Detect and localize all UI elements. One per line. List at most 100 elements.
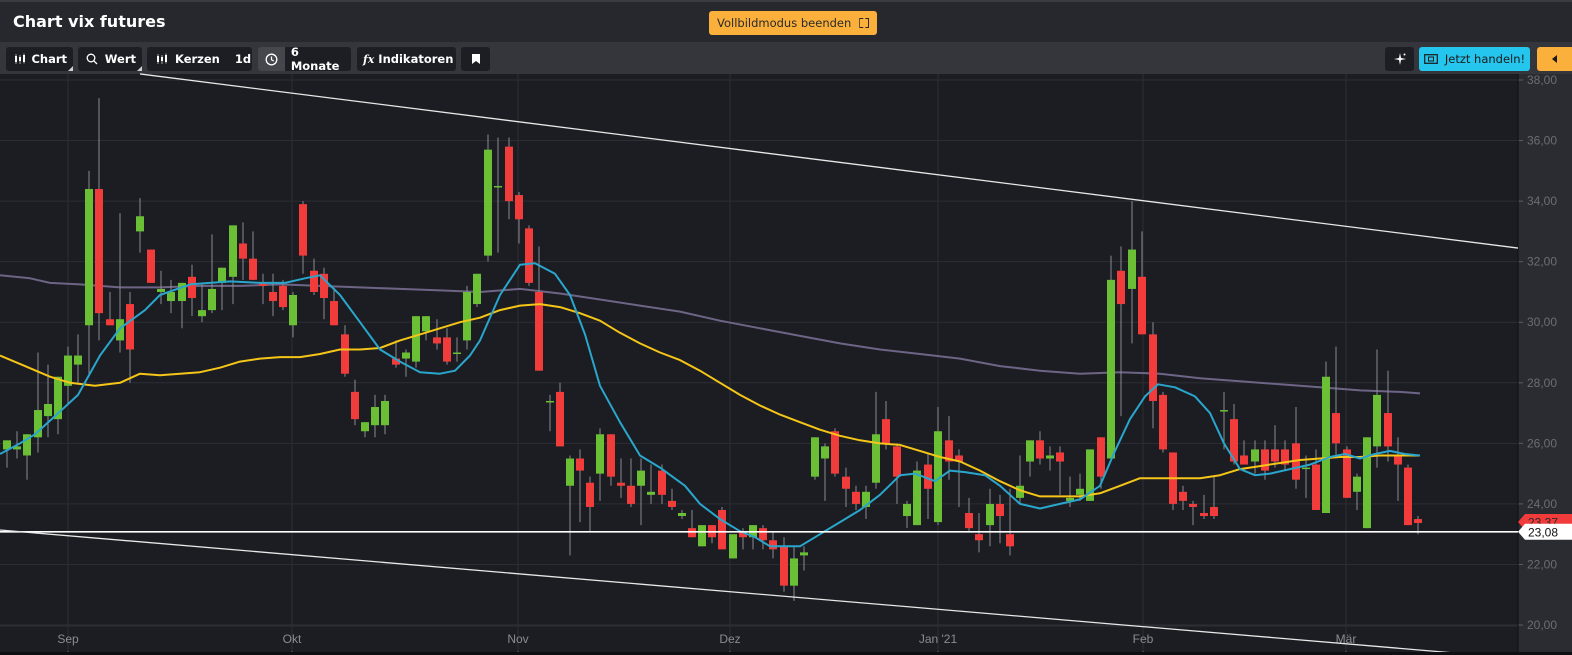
candle-body[interactable] [1384,413,1392,447]
candle-body[interactable] [269,291,277,302]
trendline[interactable] [139,73,1519,249]
candle-body[interactable] [1343,449,1351,498]
candle-body[interactable] [975,534,983,541]
candle-body[interactable] [739,531,747,538]
trendline[interactable] [0,529,1518,655]
candle-body[interactable] [759,528,767,541]
candle-body[interactable] [1036,440,1044,459]
candle-body[interactable] [1220,410,1228,412]
candle-body[interactable] [279,285,287,308]
candle-body[interactable] [586,482,594,507]
candle-body[interactable] [1302,467,1310,470]
candle-body[interactable] [852,491,860,504]
candle-body[interactable] [729,534,737,559]
candle-body[interactable] [188,276,196,299]
candle-body[interactable] [381,400,389,426]
candle-body[interactable] [1179,491,1187,501]
candle-body[interactable] [627,485,635,504]
candle-body[interactable] [341,334,349,374]
candle-body[interactable] [249,258,257,280]
candle-body[interactable] [596,434,604,474]
candle-body[interactable] [1353,476,1361,492]
candle-body[interactable] [1189,503,1197,507]
candle-body[interactable] [903,503,911,517]
candle-body[interactable] [1006,534,1014,547]
candle-body[interactable] [218,267,226,283]
candle-body[interactable] [1240,455,1248,465]
candle-body[interactable] [34,410,42,438]
candle-body[interactable] [1086,449,1094,501]
candle-body[interactable] [1373,394,1381,447]
candle-body[interactable] [668,500,676,507]
candle-body[interactable] [1026,440,1034,462]
candle-body[interactable] [1066,497,1074,501]
candle-body[interactable] [934,431,942,523]
candle-body[interactable] [688,528,696,538]
value-search-button[interactable]: Wert [78,47,142,71]
candle-body[interactable] [1332,413,1340,444]
candle-body[interactable] [443,337,451,362]
candle-body[interactable] [1097,437,1105,477]
candle-body[interactable] [872,434,880,483]
candle-body[interactable] [1312,464,1320,510]
candle-body[interactable] [924,464,932,489]
candle-body[interactable] [1149,334,1157,401]
candle-body[interactable] [473,273,481,305]
candle-body[interactable] [749,525,757,538]
candle-body[interactable] [546,400,554,403]
candle-body[interactable] [800,552,808,556]
candle-body[interactable] [1138,276,1146,335]
candle-body[interactable] [157,288,165,292]
candle-body[interactable] [1107,279,1115,459]
candle-body[interactable] [23,434,31,456]
candle-body[interactable] [647,491,655,495]
candle-body[interactable] [842,476,850,489]
candle-body[interactable] [64,355,72,386]
candle-body[interactable] [505,146,513,202]
candle-body[interactable] [515,195,523,220]
candles-button[interactable]: Kerzen [147,47,226,71]
candle-body[interactable] [1363,437,1371,529]
candle-body[interactable] [698,525,706,547]
candle-body[interactable] [1117,270,1125,305]
time-range-button[interactable]: 6 Monate [258,45,351,73]
candle-body[interactable] [637,470,645,486]
candle-body[interactable] [1128,249,1136,289]
candle-body[interactable] [769,540,777,550]
candle-body[interactable] [893,446,901,477]
candle-body[interactable] [535,291,543,371]
candle-body[interactable] [239,243,247,259]
exit-fullscreen-button[interactable]: Vollbildmodus beenden [709,11,878,35]
candle-body[interactable] [229,225,237,277]
candle-body[interactable] [463,291,471,341]
candle-body[interactable] [95,189,103,314]
candle-body[interactable] [1046,455,1054,459]
candle-body[interactable] [1056,452,1064,462]
candle-body[interactable] [433,337,441,344]
candle-body[interactable] [178,282,186,302]
candle-body[interactable] [106,319,114,326]
candle-body[interactable] [422,316,430,332]
candle-body[interactable] [821,446,829,459]
indicators-button[interactable]: fx Indikatoren [357,47,456,71]
candle-body[interactable] [453,352,461,355]
candle-body[interactable] [790,558,798,586]
candle-body[interactable] [494,185,502,188]
candle-body[interactable] [986,503,994,526]
candle-body[interactable] [147,249,155,283]
candle-body[interactable] [678,513,686,517]
candle-body[interactable] [136,216,144,232]
candle-body[interactable] [371,407,379,426]
candle-body[interactable] [1251,449,1259,462]
candle-body[interactable] [116,319,124,341]
candle-body[interactable] [412,316,420,362]
candle-body[interactable] [392,358,400,365]
magic-drawing-button[interactable] [1385,47,1414,71]
candle-body[interactable] [13,446,21,450]
candle-body[interactable] [1322,376,1330,514]
candle-body[interactable] [1016,485,1024,498]
candle-body[interactable] [566,458,574,486]
candle-body[interactable] [1404,467,1412,526]
candle-body[interactable] [402,352,410,359]
candle-body[interactable] [208,288,216,311]
